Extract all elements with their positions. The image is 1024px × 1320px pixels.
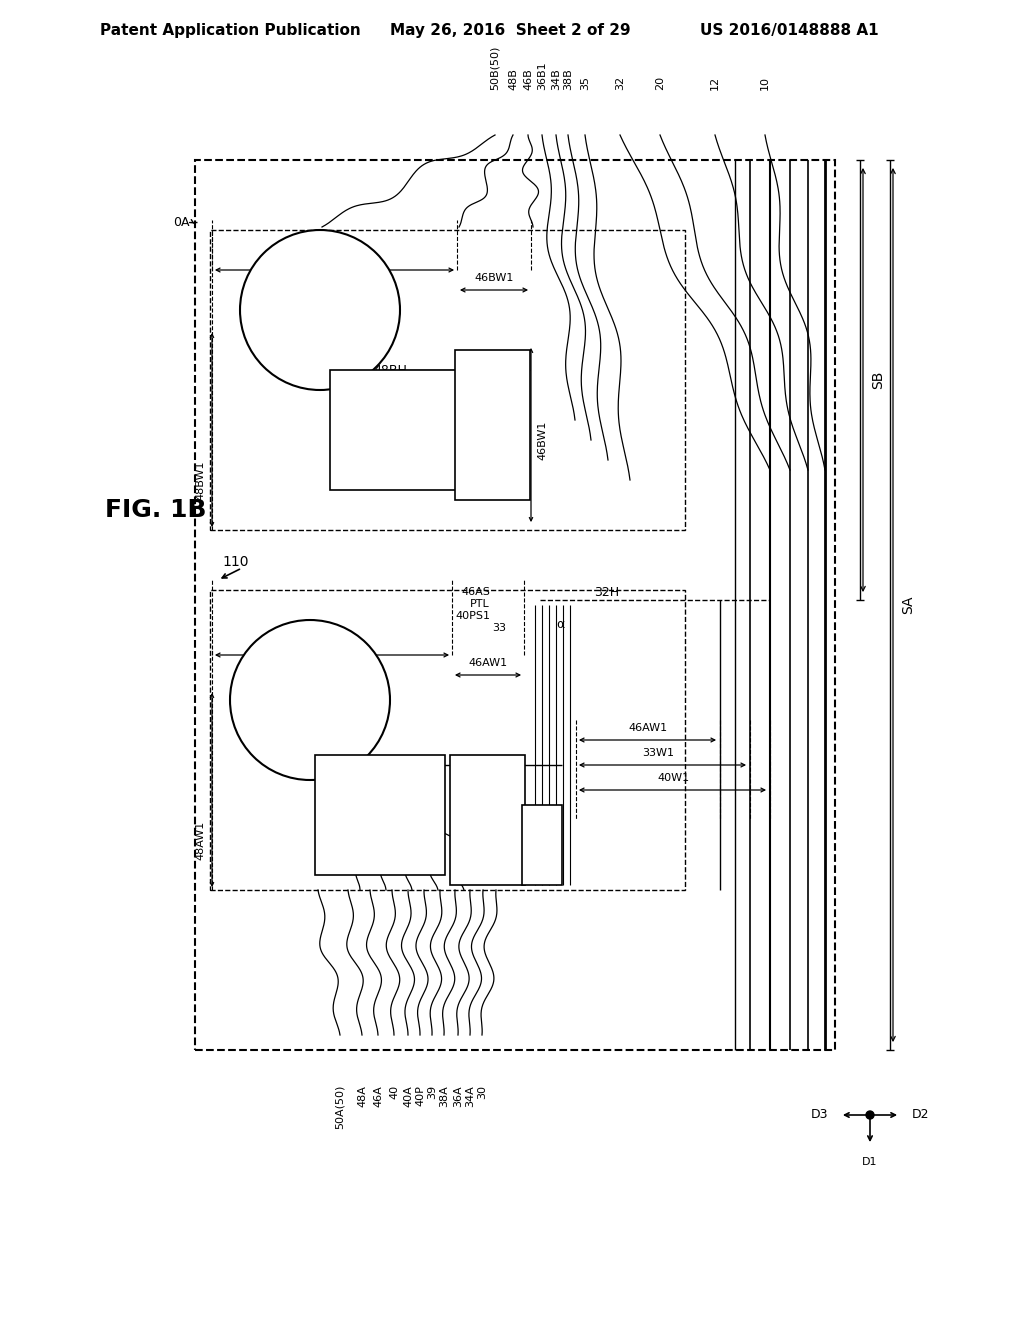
Text: 20: 20 xyxy=(655,75,665,90)
Circle shape xyxy=(230,620,390,780)
Text: 48A: 48A xyxy=(357,1085,367,1107)
FancyBboxPatch shape xyxy=(330,370,460,490)
Text: 46B: 46B xyxy=(523,69,534,90)
FancyBboxPatch shape xyxy=(450,755,525,884)
Text: α: α xyxy=(556,619,564,631)
Text: 46BH: 46BH xyxy=(475,418,509,432)
Text: 34A: 34A xyxy=(465,1085,475,1106)
Text: 46AS: 46AS xyxy=(461,587,490,597)
Circle shape xyxy=(240,230,400,389)
Text: 38A: 38A xyxy=(439,1085,449,1106)
Text: 40: 40 xyxy=(389,1085,399,1100)
Text: 40PS1: 40PS1 xyxy=(455,611,490,620)
Text: 46A: 46A xyxy=(373,1085,383,1106)
Text: 10: 10 xyxy=(760,77,770,90)
Text: SB: SB xyxy=(871,371,885,389)
Text: 50A(50): 50A(50) xyxy=(335,1085,345,1130)
Text: 46AW1: 46AW1 xyxy=(629,723,668,733)
Text: 36A: 36A xyxy=(453,1085,463,1106)
Text: 110: 110 xyxy=(222,554,249,569)
Text: FIG. 1B: FIG. 1B xyxy=(105,498,207,521)
Text: 48AH: 48AH xyxy=(368,754,401,767)
Text: 32H: 32H xyxy=(594,586,620,598)
Text: 48BW1: 48BW1 xyxy=(195,461,205,500)
Text: 40W1: 40W1 xyxy=(657,774,689,783)
Text: 36B1: 36B1 xyxy=(537,61,547,90)
Text: SA: SA xyxy=(901,595,915,614)
Text: 46BW1: 46BW1 xyxy=(537,420,547,459)
Circle shape xyxy=(866,1111,874,1119)
Text: D2: D2 xyxy=(912,1109,930,1122)
Text: 32: 32 xyxy=(615,75,625,90)
Text: 0A: 0A xyxy=(173,215,190,228)
Text: 40H: 40H xyxy=(530,840,553,850)
Text: 50AH: 50AH xyxy=(364,808,397,821)
Text: 39: 39 xyxy=(427,1085,437,1100)
Text: 48BH: 48BH xyxy=(373,433,407,446)
Text: 48BW1: 48BW1 xyxy=(314,253,353,263)
Text: 30: 30 xyxy=(477,1085,487,1100)
Text: 35: 35 xyxy=(580,77,590,90)
Text: 48BH: 48BH xyxy=(373,363,407,376)
Text: 48B: 48B xyxy=(508,69,518,90)
Text: 33W1: 33W1 xyxy=(642,748,674,758)
Text: 40A: 40A xyxy=(403,1085,413,1106)
Text: 48AW1: 48AW1 xyxy=(195,820,205,859)
Text: PTL: PTL xyxy=(470,599,490,609)
FancyBboxPatch shape xyxy=(315,755,445,875)
Text: D3: D3 xyxy=(811,1109,828,1122)
Text: 38B: 38B xyxy=(563,69,573,90)
Text: May 26, 2016  Sheet 2 of 29: May 26, 2016 Sheet 2 of 29 xyxy=(390,22,631,37)
Text: D1: D1 xyxy=(862,1158,878,1167)
Text: 50B(50): 50B(50) xyxy=(490,46,500,90)
Text: 46AH: 46AH xyxy=(471,813,504,826)
Text: 46BW1: 46BW1 xyxy=(474,273,514,282)
Text: 50BH: 50BH xyxy=(378,424,412,437)
Text: Patent Application Publication: Patent Application Publication xyxy=(100,22,360,37)
Text: 12: 12 xyxy=(710,75,720,90)
Text: 48AW1: 48AW1 xyxy=(312,638,351,648)
Text: 52B: 52B xyxy=(300,293,325,306)
Text: US 2016/0148888 A1: US 2016/0148888 A1 xyxy=(700,22,879,37)
Text: 33: 33 xyxy=(492,623,506,634)
Text: 34B: 34B xyxy=(551,69,561,90)
FancyBboxPatch shape xyxy=(455,350,530,500)
Text: 52A: 52A xyxy=(292,684,316,697)
FancyBboxPatch shape xyxy=(522,805,562,884)
Text: 46AW1: 46AW1 xyxy=(468,657,508,668)
Text: 40P: 40P xyxy=(415,1085,425,1106)
